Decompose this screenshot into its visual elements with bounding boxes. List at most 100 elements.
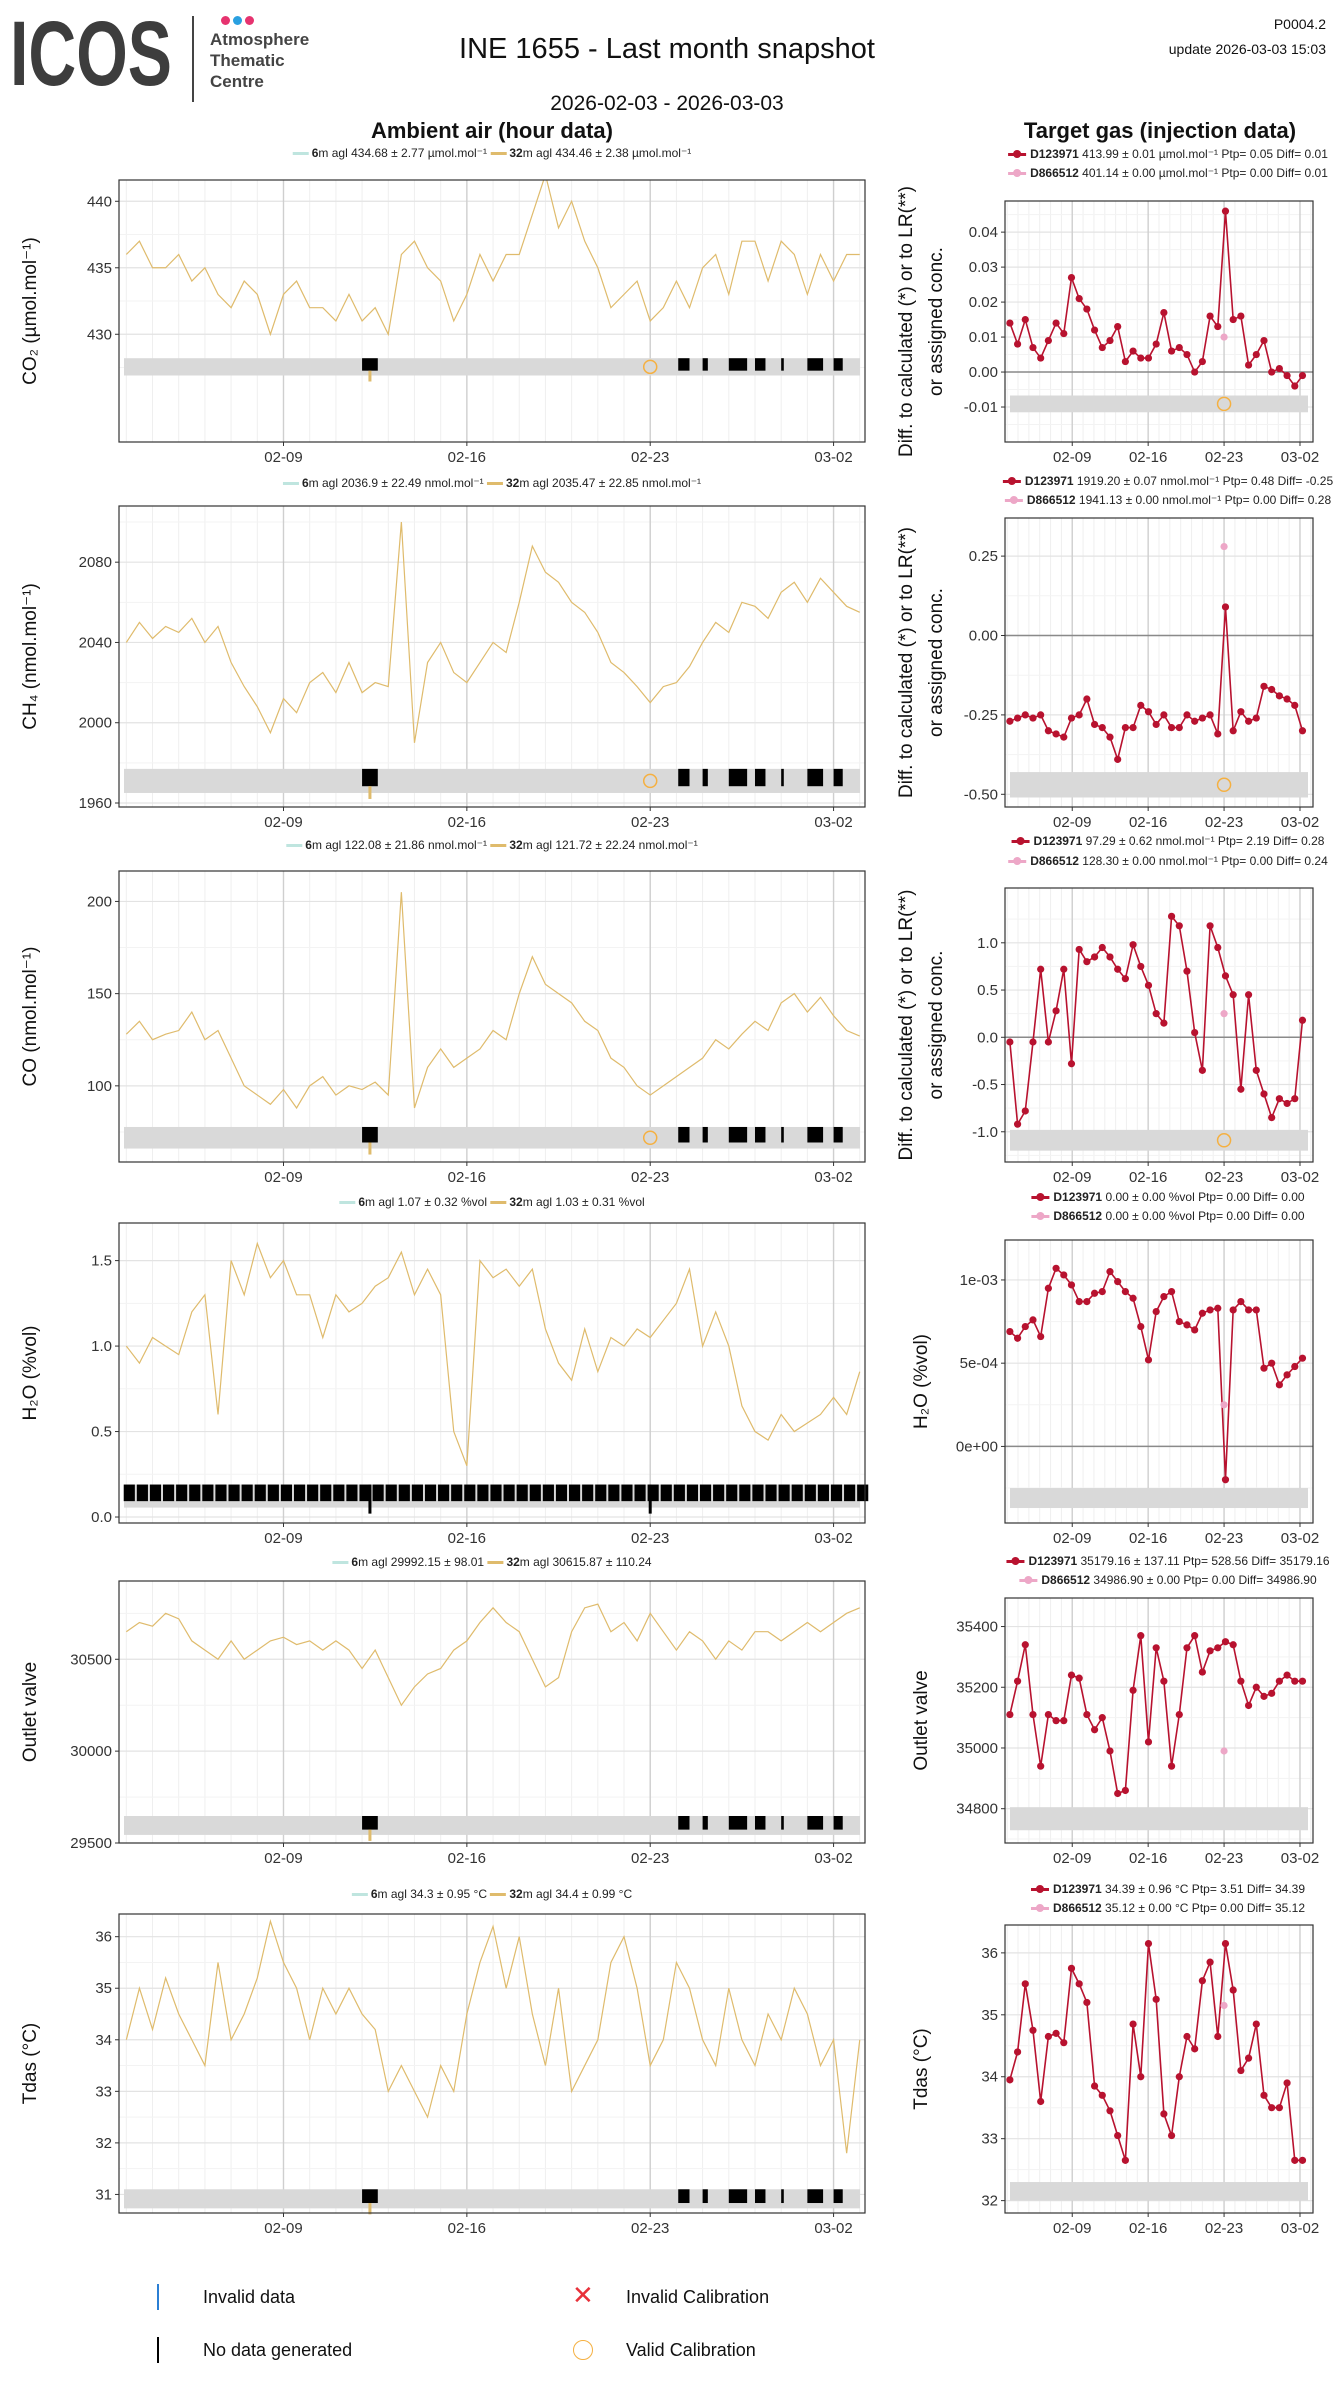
data-point [1106, 953, 1114, 961]
panel-border [118, 1222, 866, 1524]
x-tick-label: 02-16 [1129, 1850, 1167, 1867]
data-point [1229, 315, 1237, 324]
y-tick-label: 1.5 [91, 1253, 112, 1270]
x-tick-label: 02-16 [448, 449, 486, 466]
legend-marker-icon [1008, 857, 1027, 866]
data-point [1291, 701, 1299, 709]
y-tick-label: 0.02 [969, 294, 998, 311]
legend-marker-icon [1008, 150, 1027, 159]
data-point [1252, 2020, 1260, 2028]
series-line-32m [125, 1918, 861, 2154]
data-point [1021, 1107, 1029, 1115]
y-tick-label: 35 [95, 1980, 112, 1997]
x-tick-label: 02-23 [1205, 2220, 1243, 2237]
data-point [1237, 1085, 1245, 1093]
data-point [1268, 2104, 1276, 2112]
data-point [1260, 1090, 1268, 1098]
no-data-icon [157, 2337, 159, 2363]
x-tick-label: 02-16 [1129, 2220, 1167, 2237]
data-point [1191, 1028, 1199, 1037]
no-data-mark [215, 1484, 227, 1502]
data-point [1044, 2032, 1052, 2041]
data-point [1275, 2104, 1283, 2112]
valid-calibration-mark [1216, 396, 1232, 412]
data-point [1268, 685, 1276, 694]
legend-text: m agl 2036.9 ± 22.49 nmol.mol⁻¹ [308, 476, 487, 490]
no-data-mark [307, 1484, 319, 1502]
legend-text: 401.14 ± 0.00 µmol.mol⁻¹ Ptp= 0.00 Diff=… [1082, 166, 1328, 180]
legend-swatch-icon [487, 1561, 504, 1565]
x-tick-label: 02-09 [264, 1169, 302, 1186]
data-point [1029, 2026, 1037, 2034]
data-point [1044, 1038, 1052, 1046]
x-tick-label: 02-09 [264, 1530, 302, 1547]
data-point [1298, 1354, 1307, 1362]
legend-cylinder-id: D866512 [1030, 854, 1083, 868]
no-data-mark [807, 358, 824, 371]
data-point [1198, 714, 1206, 722]
legend-text: 128.30 ± 0.00 nmol.mol⁻¹ Ptp= 0.00 Diff=… [1082, 854, 1328, 868]
no-data-mark [728, 358, 748, 371]
data-point [1191, 2045, 1199, 2053]
legend-height: 6 [358, 1195, 365, 1209]
data-point [1121, 1288, 1129, 1296]
no-data-mark [702, 768, 708, 787]
y-tick-label: 1.0 [977, 935, 998, 952]
data-point [1160, 1293, 1168, 1301]
data-point [1106, 2107, 1114, 2115]
data-point [1298, 371, 1307, 380]
no-data-mark [678, 2189, 690, 2204]
no-data-mark [267, 1484, 279, 1502]
data-point [1083, 1297, 1091, 1306]
data-point [1191, 1632, 1199, 1640]
no-data-mark [254, 1484, 266, 1502]
no-data-mark [713, 1484, 725, 1502]
reference-point [1220, 333, 1228, 341]
status-band [1010, 1488, 1308, 1509]
status-band [1010, 395, 1308, 413]
no-data-mark [362, 1815, 378, 1830]
no-data-mark [189, 1484, 201, 1502]
legend-text: 34.39 ± 0.96 °C Ptp= 3.51 Diff= 34.39 [1105, 1882, 1306, 1896]
no-data-mark [411, 1484, 423, 1502]
footer-valid-calibration-label: Valid Calibration [626, 2340, 756, 2360]
data-point [1029, 343, 1037, 352]
y-axis-label: or assigned conc. [926, 247, 947, 396]
y-tick-label: 430 [87, 326, 112, 343]
data-point [1044, 1710, 1052, 1719]
y-tick-label: 34800 [956, 1801, 998, 1818]
data-point [1175, 2073, 1183, 2081]
no-data-mark [754, 358, 766, 371]
data-point [1237, 1297, 1245, 1306]
data-point [1037, 354, 1045, 362]
data-point [1129, 2020, 1137, 2028]
y-axis-label: Tdas (°C) [20, 2023, 41, 2105]
data-point [1090, 720, 1099, 729]
data-point [1090, 2082, 1099, 2090]
legend-text: m agl 29992.15 ± 98.01 [358, 1555, 488, 1569]
y-tick-label: 34 [95, 2032, 112, 2049]
legend-swatch-icon [486, 482, 503, 486]
no-data-mark [754, 2189, 766, 2204]
data-point [1214, 1304, 1222, 1312]
legend-cylinder-id: D123971 [1053, 1190, 1106, 1204]
data-point [1067, 1671, 1076, 1679]
data-point [1098, 943, 1106, 952]
data-point [1244, 2054, 1253, 2062]
data-point [1252, 714, 1260, 722]
legend-swatch-icon [351, 1893, 368, 1897]
y-tick-label: 0.0 [91, 1509, 112, 1526]
x-tick-label: 02-09 [264, 2220, 302, 2237]
data-point [1175, 1317, 1183, 1326]
no-data-mark [781, 1126, 784, 1143]
target-legend-item: D123971 1919.20 ± 0.07 nmol.mol⁻¹ Ptp= 0… [1002, 474, 1334, 489]
no-data-mark [781, 2189, 784, 2204]
legend-text: 1919.20 ± 0.07 nmol.mol⁻¹ Ptp= 0.48 Diff… [1076, 474, 1334, 488]
x-tick-label: 02-16 [1129, 814, 1167, 831]
data-point [1268, 1689, 1276, 1697]
invalid-data-icon [157, 2284, 159, 2310]
y-tick-label: 32 [95, 2135, 112, 2152]
data-point [1083, 958, 1091, 966]
x-tick-label: 02-16 [448, 1850, 486, 1867]
y-axis-label: or assigned conc. [926, 588, 947, 737]
